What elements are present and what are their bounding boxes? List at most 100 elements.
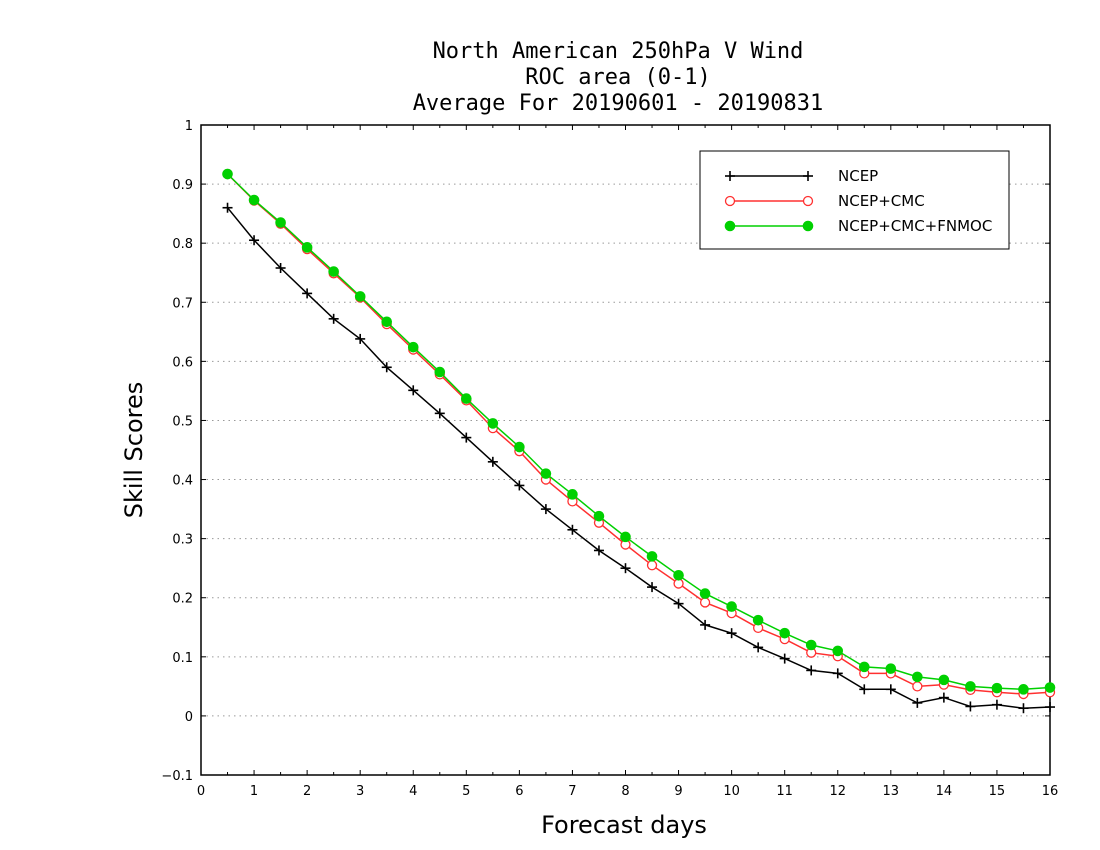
series-group — [222, 168, 1056, 714]
ncep-cmc-fnmoc-point — [328, 266, 339, 277]
ncep-cmc-fnmoc-point — [620, 531, 631, 543]
ncep-point — [673, 598, 684, 609]
ncep-cmc-fnmoc-point — [275, 217, 286, 228]
y-tick-label: 0.1 — [172, 651, 193, 666]
y-tick-label: 0.5 — [172, 414, 193, 429]
ncep-cmc-fnmoc-point — [965, 681, 976, 692]
ncep-cmc-fnmoc-point — [567, 489, 578, 500]
x-tick-label: 1 — [250, 784, 258, 799]
legend-label: NCEP — [838, 167, 878, 185]
ncep-cmc-fnmoc-point — [381, 316, 393, 328]
ncep-point — [434, 408, 445, 419]
ncep-point — [725, 171, 735, 181]
ncep-cmc-fnmoc-point — [885, 663, 897, 674]
ncep-cmc-fnmoc-point — [301, 242, 313, 253]
ncep-point — [328, 313, 339, 324]
ncep-cmc-fnmoc-series — [222, 168, 1056, 695]
y-tick-label: 0.4 — [172, 474, 193, 489]
y-tick-label: 0.2 — [172, 592, 193, 607]
ncep-cmc-fnmoc-point — [938, 674, 950, 686]
ncep-point — [567, 524, 578, 535]
ncep-point — [912, 697, 923, 708]
ncep-series-line — [226, 207, 1051, 709]
ncep-cmc-fnmoc-point — [912, 671, 923, 683]
ncep-cmc-fnmoc-point — [1044, 682, 1056, 693]
y-tick-label: 0 — [185, 710, 193, 725]
y-tick-label: 0.6 — [172, 355, 193, 370]
x-tick-label: 7 — [568, 784, 576, 799]
legend-box — [699, 150, 1010, 250]
y-tick-label: −0.1 — [161, 769, 193, 784]
ncep-point — [753, 642, 764, 653]
x-tick-label: 9 — [674, 784, 682, 799]
gridlines — [201, 183, 1050, 717]
legend-item-ncep-cmc-fnmoc: NCEP+CMC+FNMOC — [724, 217, 992, 235]
chart-title-line-1: North American 250hPa V Wind — [433, 39, 804, 64]
ncep-cmc-fnmoc-point — [832, 645, 844, 657]
x-tick-label: 12 — [829, 784, 846, 799]
y-tick-label: 0.3 — [172, 533, 193, 548]
ncep-cmc-fnmoc-point — [461, 393, 472, 404]
ncep-cmc-fnmoc-point — [646, 551, 658, 562]
legend: NCEP NCEP+CMC NCEP+CMC+FNMOC — [699, 150, 1010, 250]
y-tick-label: 1 — [185, 119, 193, 134]
x-tick-label: 15 — [989, 784, 1006, 799]
legend-item-ncep: NCEP — [725, 167, 878, 185]
ncep-point — [647, 582, 658, 593]
ncep-cmc-fnmoc-point — [726, 601, 737, 612]
ncep-point — [859, 684, 870, 695]
axis-ticks: −0.100.10.20.30.40.50.60.70.80.910 1 2 3 4 5 6… — [161, 119, 1058, 799]
ncep-point — [487, 456, 498, 467]
ncep-point — [965, 701, 976, 712]
ncep-point — [620, 563, 631, 574]
ncep-cmc-fnmoc-point — [699, 588, 711, 599]
ncep-cmc-fnmoc-point — [858, 661, 870, 673]
ncep-point — [302, 288, 313, 299]
ncep-cmc-point — [699, 597, 711, 608]
ncep-cmc-point — [802, 195, 814, 207]
ncep-point — [408, 385, 419, 396]
x-tick-label: 11 — [776, 784, 793, 799]
ncep-cmc-fnmoc-point — [222, 168, 233, 180]
ncep-cmc-fnmoc-point — [802, 220, 814, 232]
ncep-cmc-fnmoc-point — [354, 291, 366, 302]
legend-label: NCEP+CMC — [838, 192, 925, 210]
x-tick-label: 6 — [515, 784, 523, 799]
ncep-cmc-fnmoc-point — [540, 468, 552, 479]
ncep-point — [540, 504, 551, 515]
x-tick-label: 2 — [303, 784, 311, 799]
ncep-cmc-fnmoc-point — [514, 441, 525, 453]
x-tick-label: 3 — [356, 784, 364, 799]
x-tick-label: 4 — [409, 784, 417, 799]
ncep-cmc-fnmoc-point — [752, 614, 764, 626]
ncep-point — [938, 692, 949, 703]
ncep-point — [249, 235, 260, 246]
ncep-cmc-fnmoc-point — [673, 569, 684, 581]
y-tick-label: 0.8 — [172, 237, 193, 252]
ncep-cmc-fnmoc-point — [805, 639, 817, 651]
x-axis-label: Forecast days — [541, 811, 707, 839]
ncep-point — [832, 668, 843, 679]
ncep-point — [726, 628, 737, 639]
ncep-point — [991, 699, 1002, 710]
ncep-cmc-point — [724, 195, 736, 207]
ncep-point — [1018, 703, 1029, 714]
x-tick-label: 16 — [1042, 784, 1059, 799]
ncep-cmc-fnmoc-point — [1018, 684, 1029, 695]
x-tick-label: 5 — [462, 784, 470, 799]
y-tick-label: 0.9 — [172, 178, 193, 193]
ncep-cmc-fnmoc-point — [724, 220, 736, 232]
ncep-point — [461, 432, 472, 443]
y-tick-label: 0.7 — [172, 296, 193, 311]
ncep-cmc-series-line — [226, 173, 1051, 695]
ncep-point — [222, 202, 233, 213]
ncep-point — [803, 171, 813, 181]
ncep-point — [593, 545, 604, 556]
x-tick-label: 8 — [621, 784, 629, 799]
y-axis-label: Skill Scores — [120, 382, 148, 519]
ncep-point — [1045, 702, 1055, 713]
ncep-point — [885, 684, 896, 695]
ncep-cmc-fnmoc-point — [487, 418, 499, 429]
ncep-cmc-fnmoc-point — [248, 194, 260, 206]
